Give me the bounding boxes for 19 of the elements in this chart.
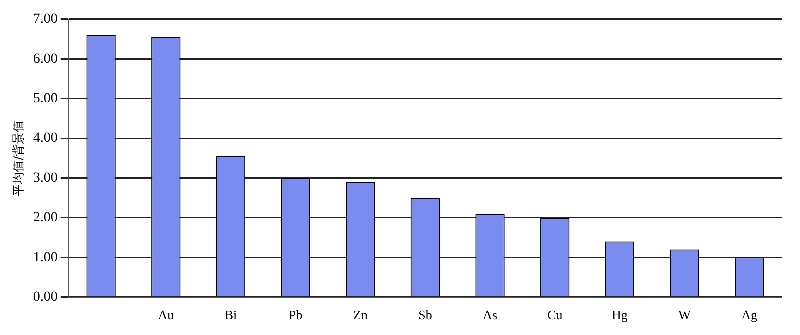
- y-tick-label: 0.00: [33, 290, 58, 306]
- x-tick-label: Pb: [288, 308, 303, 323]
- x-tick-label: Hg: [612, 308, 628, 323]
- x-tick-label: Zn: [353, 308, 368, 323]
- x-tick-label: Au: [158, 308, 175, 323]
- x-tick-label: As: [483, 308, 498, 323]
- y-tick-label: 4.00: [33, 131, 58, 146]
- x-tick-label: W: [678, 308, 692, 323]
- x-tick-label: Cu: [548, 308, 564, 323]
- x-tick-label: Bi: [224, 308, 238, 323]
- y-tick-label: 6.00: [33, 52, 58, 67]
- y-tick-label: 1.00: [33, 250, 58, 266]
- y-tick-label: 3.00: [33, 170, 58, 186]
- y-tick-label: 2.00: [33, 210, 58, 226]
- x-tick-label: Ag: [742, 308, 758, 323]
- x-tick-label: Sb: [418, 308, 432, 323]
- y-tick-label: 5.00: [33, 92, 58, 106]
- y-tick-label: 7.00: [33, 12, 58, 28]
- y-axis-title: 平均值/背景值: [11, 120, 26, 196]
